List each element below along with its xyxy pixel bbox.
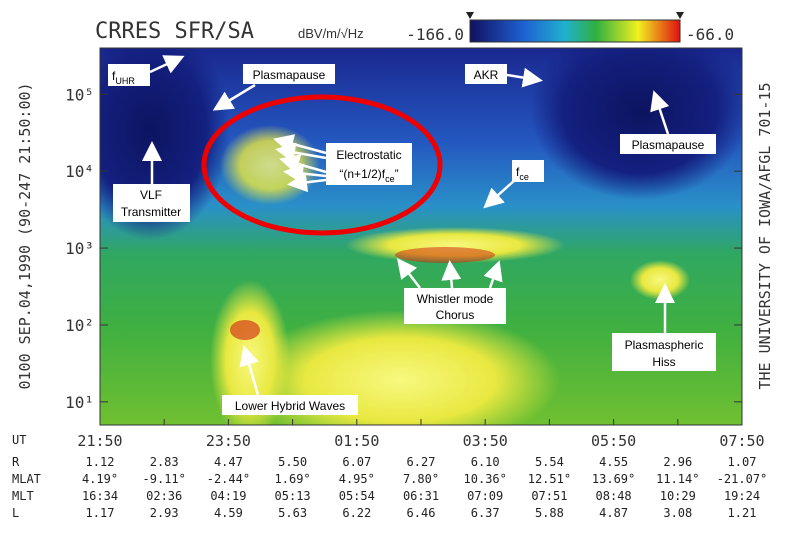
annotation-text: VLF [140, 188, 162, 202]
table-cell: -21.07° [717, 472, 768, 486]
table-cell: 4.19° [82, 472, 118, 486]
table-cell: 6.07 [342, 455, 371, 469]
annotation-subscript: ce [519, 172, 529, 182]
table-cell: 05:54 [339, 489, 375, 503]
annotation-text: Plasmaspheric [625, 338, 704, 352]
annotation-text: Chorus [436, 308, 475, 322]
x-tick-label: 03:50 [463, 432, 508, 450]
y-tick-label: 10³ [65, 239, 94, 258]
table-cell: 08:48 [596, 489, 632, 503]
table-cell: 12.51° [528, 472, 571, 486]
table-cell: -9.11° [143, 472, 186, 486]
table-cell: 4.47 [214, 455, 243, 469]
annotation-subscript: UHR [115, 76, 135, 86]
colorbar-unit: dBV/m/√Hz [298, 26, 364, 41]
colorbar [470, 20, 680, 42]
y-tick-label: 10⁵ [65, 85, 94, 104]
table-cell: 10.36° [464, 472, 507, 486]
annotation: Transmitter [121, 205, 181, 219]
annotation: Electrostatic [336, 148, 401, 162]
table-cell: 16:34 [82, 489, 118, 503]
row-label: R [12, 455, 20, 469]
row-label: MLT [12, 489, 34, 503]
annotation-text: “(n+1/2)f [339, 167, 385, 181]
annotation: Plasmapause [632, 138, 705, 152]
right-label: THE UNIVERSITY OF IOWA/AFGL 701-15 [756, 82, 774, 389]
table-cell: 2.93 [150, 506, 179, 520]
colorbar-tick [676, 12, 684, 19]
table-cell: 3.08 [663, 506, 692, 520]
row-label: L [12, 506, 19, 520]
annotation: Whistler mode [417, 292, 494, 306]
table-cell: 10:29 [660, 489, 696, 503]
x-tick-label: 05:50 [591, 432, 636, 450]
table-cell: 5.50 [278, 455, 307, 469]
annotation: Hiss [652, 355, 675, 369]
table-cell: 1.12 [86, 455, 115, 469]
annotation: AKR [474, 68, 499, 82]
chart: CRRES SFR/SA dBV/m/√Hz 0100 SEP.04,1990 … [0, 0, 792, 533]
table-cell: 7.80° [403, 472, 439, 486]
table-cell: 6.10 [471, 455, 500, 469]
colorbar-tick [466, 12, 474, 19]
annotation-tail: ” [395, 167, 399, 181]
row-label: MLAT [12, 472, 41, 486]
y-tick-label: 10² [65, 316, 94, 335]
table-cell: 05:13 [275, 489, 311, 503]
colorbar-tick-label: -66.0 [686, 25, 734, 44]
annotation-text: AKR [474, 68, 499, 82]
table-cell: 6.46 [407, 506, 436, 520]
table-cell: 1.17 [86, 506, 115, 520]
table-cell: -2.44° [207, 472, 250, 486]
table-cell: 19:24 [724, 489, 760, 503]
table-cell: 5.63 [278, 506, 307, 520]
y-axis-label: 0100 SEP.04,1990 (90-247 21:50:00) [16, 82, 34, 389]
annotation-text: Plasmapause [253, 68, 326, 82]
table-cell: 1.07 [728, 455, 757, 469]
table-cell: 07:51 [531, 489, 567, 503]
table-cell: 5.88 [535, 506, 564, 520]
spectrogram-image [70, 20, 750, 450]
table-cell: 4.55 [599, 455, 628, 469]
y-tick-label: 10¹ [65, 393, 94, 412]
x-tick-label: 23:50 [206, 432, 251, 450]
chart-title: CRRES SFR/SA [95, 19, 254, 44]
table-cell: 02:36 [146, 489, 182, 503]
table-cell: 6.22 [342, 506, 371, 520]
annotation-text: Electrostatic [336, 148, 401, 162]
table-cell: 04:19 [210, 489, 246, 503]
annotation: Plasmapause [253, 68, 326, 82]
table-cell: 4.95° [339, 472, 375, 486]
table-cell: 2.83 [150, 455, 179, 469]
table-cell: 5.54 [535, 455, 564, 469]
table-cell: 6.37 [471, 506, 500, 520]
annotation-text: Whistler mode [417, 292, 494, 306]
x-tick-label: 07:50 [719, 432, 764, 450]
annotation: Plasmaspheric [625, 338, 704, 352]
annotation-text: Plasmapause [632, 138, 705, 152]
x-tick-label: 21:50 [77, 432, 122, 450]
table-cell: 1.21 [728, 506, 757, 520]
table-cell: 6.27 [407, 455, 436, 469]
table-cell: 07:09 [467, 489, 503, 503]
table-cell: 4.59 [214, 506, 243, 520]
annotation: Lower Hybrid Waves [235, 399, 345, 413]
table-cell: 06:31 [403, 489, 439, 503]
annotation-subscript: ce [385, 174, 395, 184]
annotation-text: Lower Hybrid Waves [235, 399, 345, 413]
x-row-label: UT [12, 433, 26, 447]
annotation: Chorus [436, 308, 475, 322]
table-cell: 2.96 [663, 455, 692, 469]
x-tick-label: 01:50 [334, 432, 379, 450]
table-cell: 1.69° [275, 472, 311, 486]
table-cell: 11.14° [656, 472, 699, 486]
annotation-text: Hiss [652, 355, 675, 369]
table-cell: 4.87 [599, 506, 628, 520]
annotation: VLF [140, 188, 162, 202]
annotation-text: Transmitter [121, 205, 181, 219]
y-tick-label: 10⁴ [65, 162, 94, 181]
colorbar-tick-label: -166.0 [406, 25, 464, 44]
table-cell: 13.69° [592, 472, 635, 486]
